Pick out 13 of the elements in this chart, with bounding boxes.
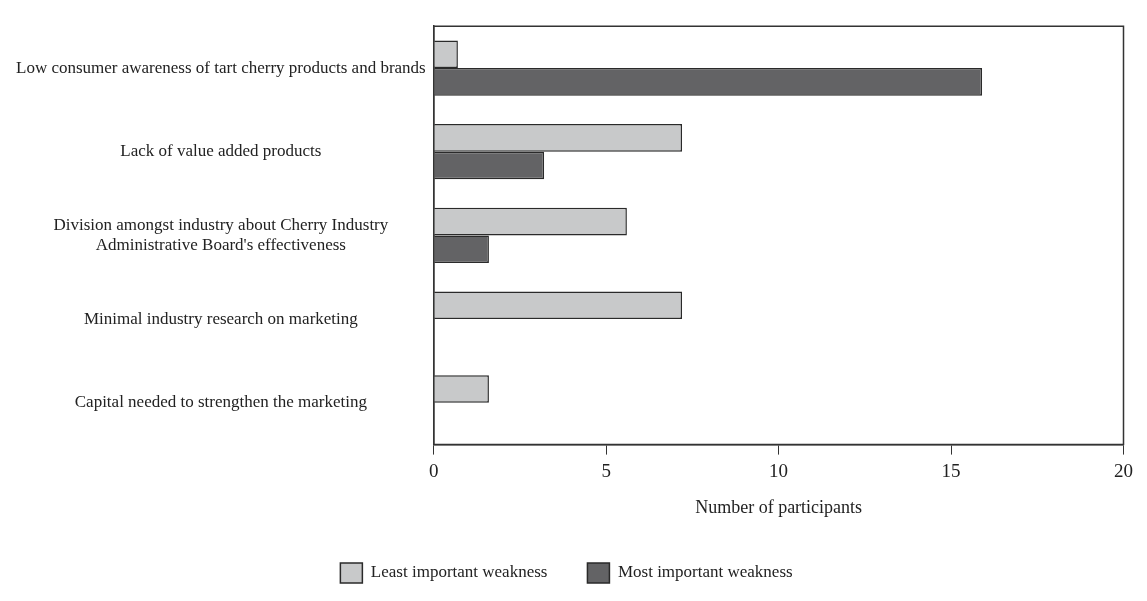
y-tick-label: Division amongst industry about Cherry Industry Administrative Board's effectiveness: [53, 214, 389, 255]
y-tick-label: Capital needed to strengthen the marketing: [74, 392, 368, 412]
y-tick-label: Lack of value added products: [120, 141, 322, 161]
x-tick-label: 10: [769, 459, 789, 481]
y-tick-label: Low consumer awareness of tart cherry products and brands: [16, 57, 426, 77]
x-tick-label: 0: [428, 459, 439, 481]
x-axis-title: Number of participants: [695, 496, 863, 517]
legend-label: Most important weakness: [617, 562, 793, 582]
x-tick-label: 15: [941, 459, 961, 481]
x-tick-label: 20: [1114, 459, 1133, 481]
y-tick-label: Minimal industry research on marketing: [83, 308, 359, 328]
legend-label: Least important weakness: [370, 562, 548, 582]
x-tick-label: 5: [601, 459, 611, 481]
